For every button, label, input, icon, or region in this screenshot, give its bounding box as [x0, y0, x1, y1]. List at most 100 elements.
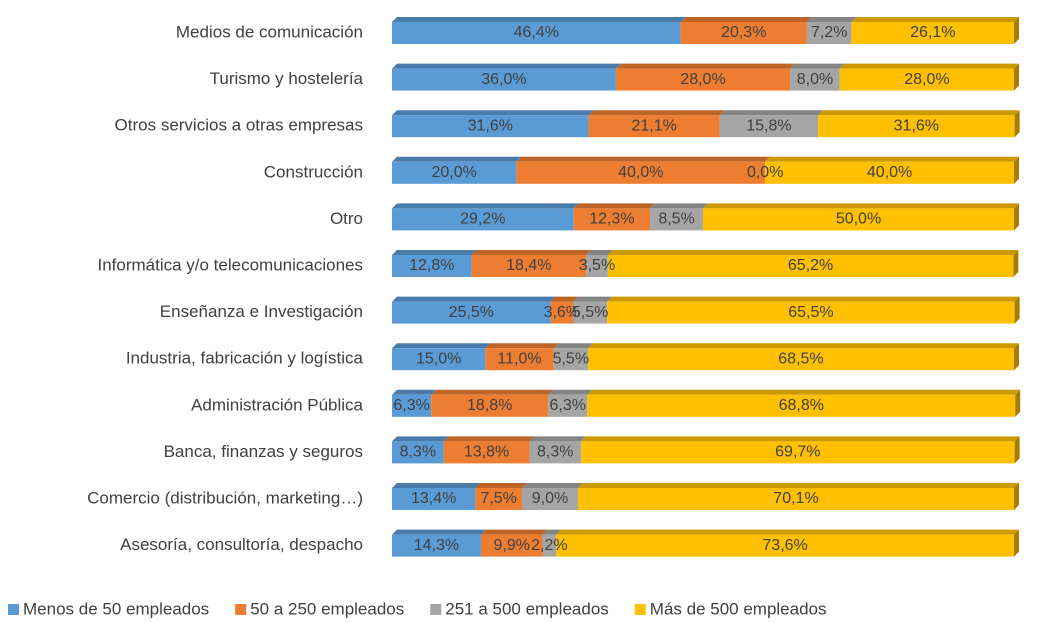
- data-label: 6,3%: [393, 397, 429, 414]
- bar-side: [1015, 389, 1021, 417]
- bar-segment: [392, 301, 551, 324]
- data-label: 18,8%: [467, 397, 512, 414]
- bar-top: [587, 343, 1019, 349]
- legend-swatch: [430, 604, 442, 615]
- data-label: 26,1%: [910, 24, 955, 41]
- bar-segment: [680, 22, 807, 44]
- bar-side: [1014, 436, 1020, 464]
- bar-segment: [550, 301, 574, 324]
- bar-top: [703, 203, 1019, 209]
- bar-side: [1014, 203, 1019, 231]
- bar-segment: [587, 394, 1016, 417]
- data-label: 8,5%: [658, 211, 694, 228]
- category-label: Otros servicios a otras empresas: [115, 116, 363, 135]
- bar-segment: [392, 488, 476, 510]
- bar-segment: [392, 394, 432, 417]
- data-label: 14,3%: [414, 537, 459, 554]
- bar-segment: [392, 68, 616, 91]
- bar-segment: [485, 348, 554, 371]
- bar-top: [586, 250, 613, 255]
- data-label: 15,8%: [746, 117, 791, 134]
- bar-top: [839, 63, 1019, 69]
- bar-side: [1013, 250, 1019, 277]
- bar-side: [1014, 156, 1019, 184]
- data-label: 29,2%: [460, 211, 505, 228]
- data-label: 8,0%: [797, 71, 833, 88]
- bar-top: [542, 529, 562, 535]
- category-label: Industria, fabricación y logística: [126, 349, 364, 368]
- category-label: Otro: [330, 209, 363, 228]
- category-label: Informática y/o telecomunicaciones: [97, 255, 363, 274]
- data-label: 5,5%: [572, 304, 608, 321]
- data-label: 69,7%: [775, 444, 820, 461]
- bar-segment: [818, 115, 1015, 138]
- bar-segment: [851, 22, 1014, 44]
- bar-side: [1014, 483, 1019, 510]
- bar-segment: [516, 161, 766, 184]
- bar-top: [475, 483, 527, 488]
- bar-segment: [719, 115, 819, 138]
- bar-segment: [573, 208, 651, 231]
- bar-top: [607, 250, 1019, 255]
- bar-top: [550, 296, 579, 302]
- bar-top: [392, 63, 621, 69]
- bar-segment: [556, 534, 1014, 557]
- bar-side: [1014, 529, 1019, 557]
- legend-swatch: [634, 604, 646, 615]
- bar-top: [392, 296, 556, 302]
- data-label: 7,2%: [811, 24, 847, 41]
- bar-top: [607, 296, 1020, 302]
- bar-top: [392, 483, 481, 488]
- data-label: 18,4%: [506, 257, 551, 274]
- bar-side: [1014, 343, 1019, 371]
- bar-segment: [839, 68, 1014, 91]
- legend-label: Más de 500 empleados: [650, 599, 827, 618]
- bar-top: [392, 436, 449, 442]
- data-label: 70,1%: [773, 490, 818, 507]
- data-label: 7,5%: [480, 490, 516, 507]
- data-label: 20,3%: [721, 24, 766, 41]
- bar-segment: [586, 255, 608, 277]
- bar-segment: [542, 534, 557, 557]
- bar-top: [806, 17, 857, 22]
- bar-top: [392, 17, 686, 22]
- bar-top: [577, 483, 1019, 488]
- data-label: 11,0%: [497, 350, 541, 367]
- data-label: 65,2%: [788, 257, 833, 274]
- bar-top: [392, 389, 437, 395]
- category-label: Construcción: [264, 162, 363, 181]
- bar-top: [548, 389, 593, 395]
- data-label: 9,9%: [494, 537, 530, 554]
- bar-segment: [392, 161, 517, 184]
- bar-top: [485, 343, 559, 349]
- bar-top: [392, 203, 579, 209]
- bar-top: [392, 343, 491, 349]
- data-label: 65,5%: [788, 304, 833, 321]
- data-label: 68,8%: [779, 397, 824, 414]
- legend-label: Menos de 50 empleados: [23, 599, 209, 618]
- bar-segment: [650, 208, 703, 231]
- data-label: 31,6%: [894, 117, 939, 134]
- bar-segment: [392, 348, 486, 371]
- bar-segment: [475, 488, 522, 510]
- bar-segment: [581, 441, 1015, 464]
- bar-top: [790, 63, 845, 69]
- bar-segment: [392, 22, 681, 44]
- data-label: 20,0%: [432, 164, 477, 181]
- data-label: 46,4%: [514, 24, 559, 41]
- bar-segment: [480, 534, 543, 557]
- data-label: 15,0%: [416, 350, 461, 367]
- bar-segment: [607, 301, 1015, 324]
- data-label: 12,8%: [409, 257, 454, 274]
- data-label: 12,3%: [589, 211, 634, 228]
- bar-top: [471, 250, 592, 255]
- bar-segment: [553, 348, 588, 371]
- bar-top: [392, 250, 477, 255]
- bar-segment: [577, 488, 1014, 510]
- data-label: 21,1%: [631, 117, 676, 134]
- bar-segment: [443, 441, 530, 464]
- data-label: 25,5%: [449, 304, 494, 321]
- bar-segment: [548, 394, 588, 417]
- bar-segment: [392, 534, 481, 557]
